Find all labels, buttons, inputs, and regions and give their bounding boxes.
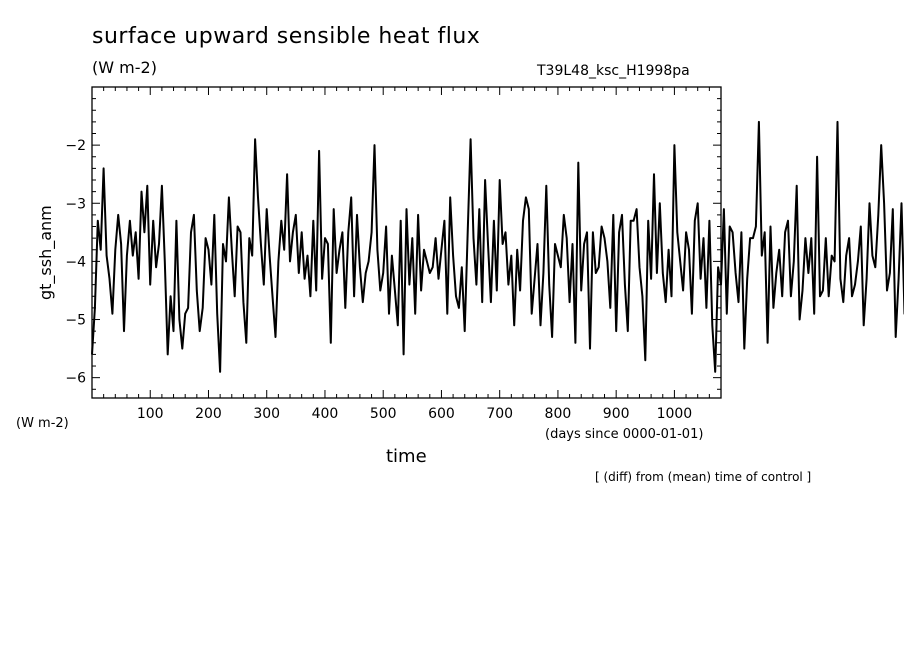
y-tick-label: −2 (65, 138, 86, 154)
y-tick-label: −5 (65, 313, 86, 329)
run-id-label: T39L48_ksc_H1998pa (537, 63, 690, 79)
chart-units: (W m-2) (92, 58, 157, 77)
x-tick-label: 700 (486, 406, 513, 422)
x-tick-label: 400 (312, 406, 339, 422)
chart-title: surface upward sensible heat flux (92, 24, 481, 49)
x-tick-label: 200 (195, 406, 222, 422)
footnote: [ (diff) from (mean) time of control ] (595, 470, 812, 484)
x-axis-units: (days since 0000-01-01) (545, 427, 704, 442)
y-axis-units: (W m-2) (16, 416, 69, 431)
x-tick-label: 100 (137, 406, 164, 422)
series-line-0 (91, 120, 904, 373)
x-tick-label: 300 (253, 406, 280, 422)
y-tick-label: −4 (65, 254, 86, 270)
x-axis-label: time (386, 446, 427, 467)
x-tick-label: 1000 (657, 406, 693, 422)
y-tick-label: −3 (65, 196, 86, 212)
x-tick-label: 500 (370, 406, 397, 422)
x-tick-label: 800 (545, 406, 572, 422)
x-tick-label: 900 (603, 406, 630, 422)
x-tick-label: 600 (428, 406, 455, 422)
y-tick-label: −6 (65, 371, 86, 387)
